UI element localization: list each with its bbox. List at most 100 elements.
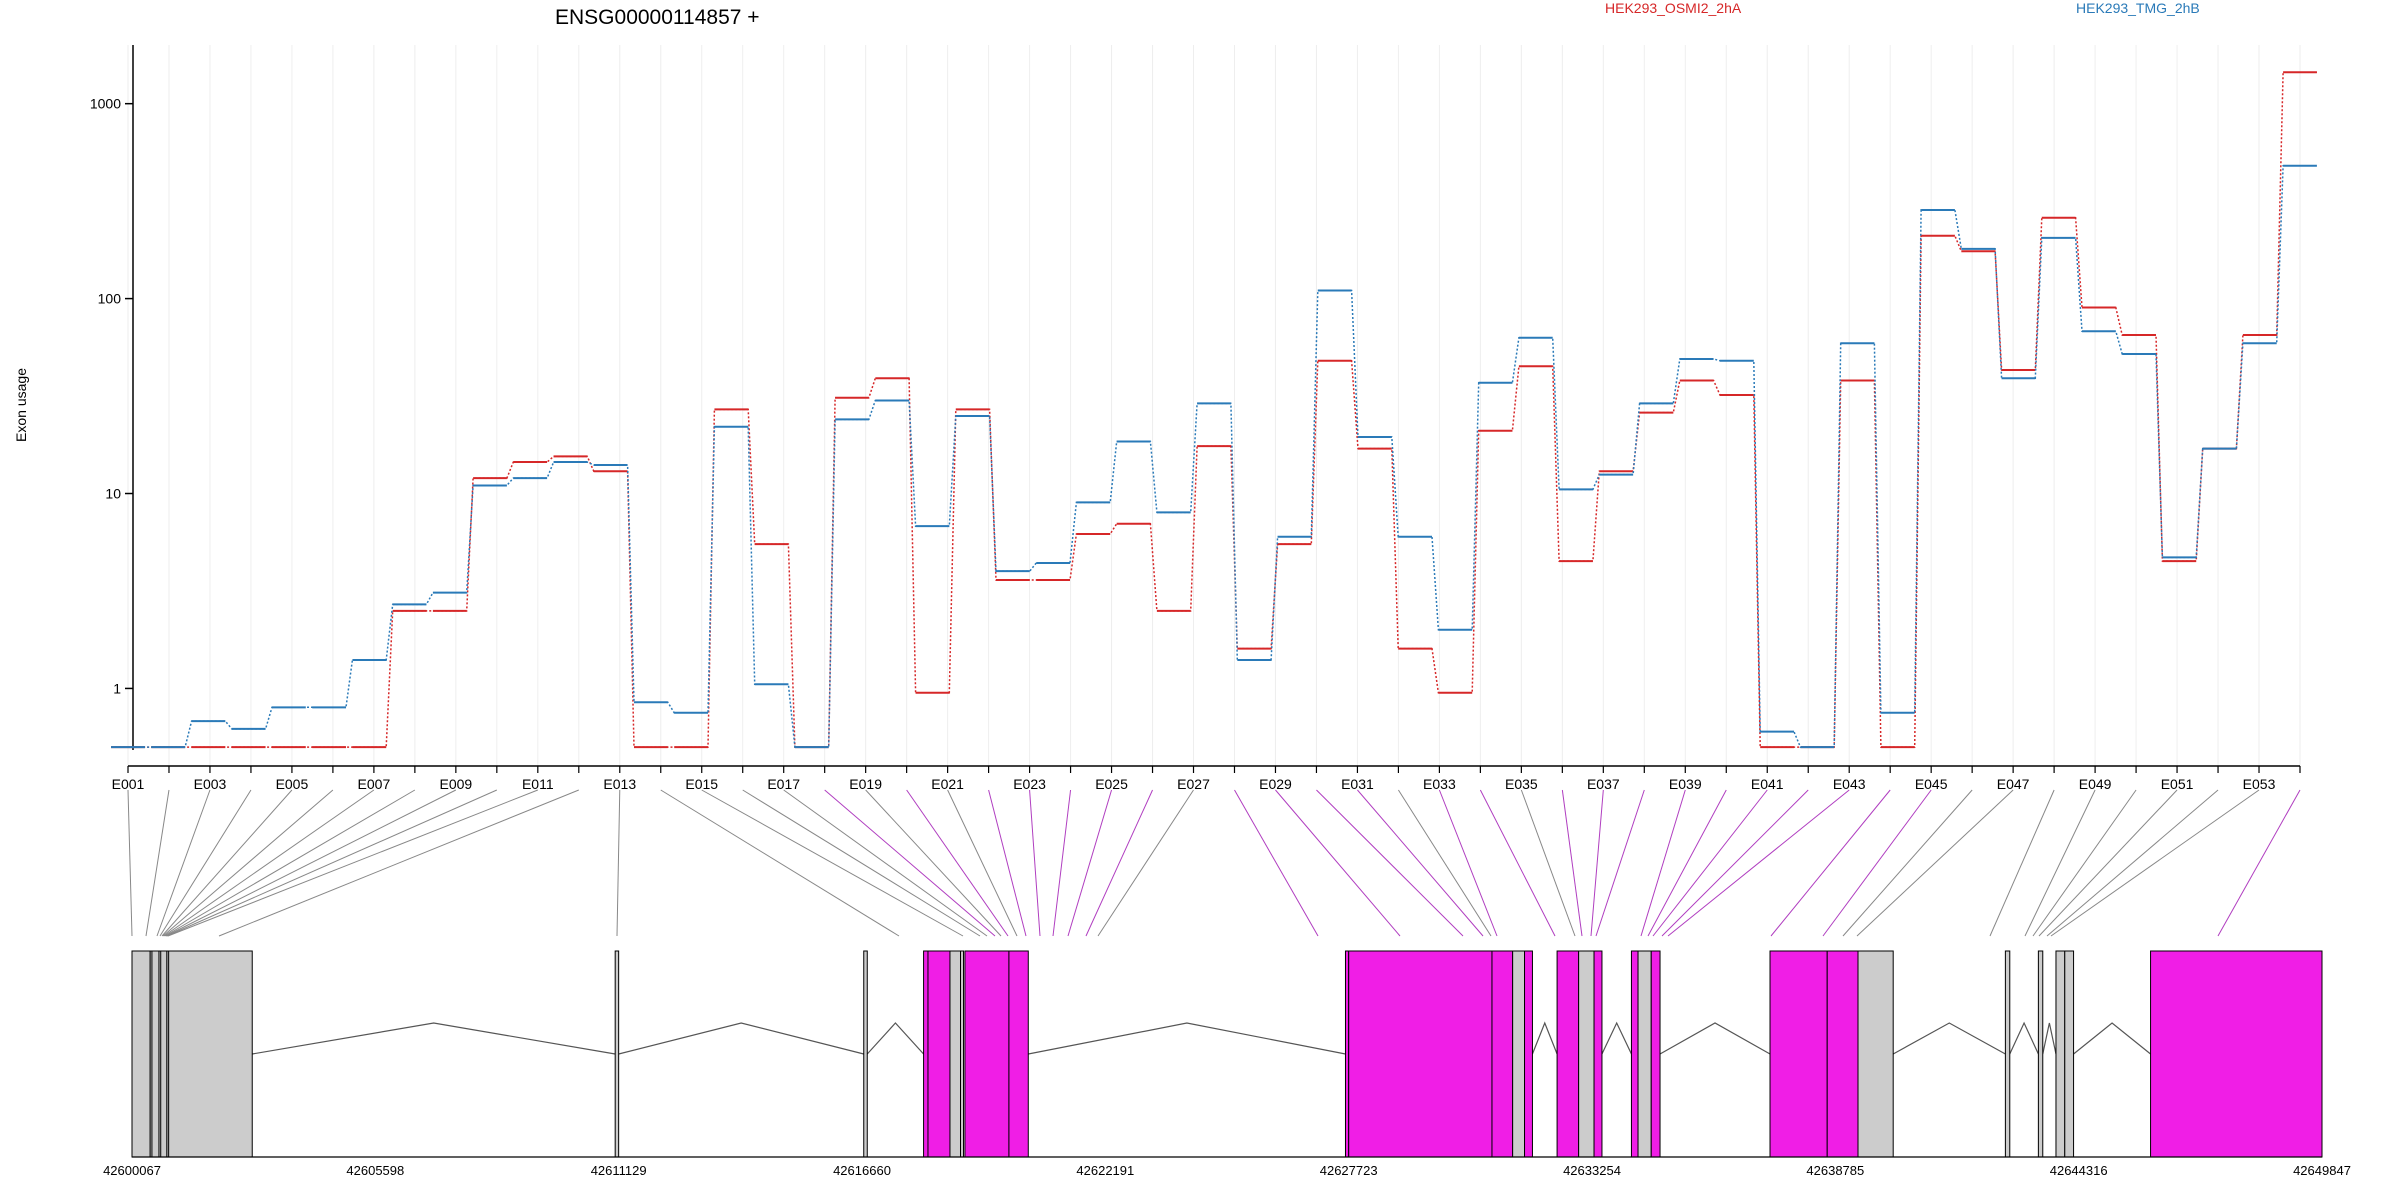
intron-line xyxy=(1659,1022,1771,1055)
intron-line xyxy=(618,1022,864,1055)
y-axis: 1 10 100 1000 xyxy=(90,45,134,750)
intron-line xyxy=(1028,1022,1346,1055)
coordinate-label: 42622191 xyxy=(1076,1163,1134,1178)
exon-block xyxy=(160,950,168,1158)
exon-block-significant xyxy=(2150,950,2323,1158)
exon-connector xyxy=(1067,789,1113,937)
exon-tick-label: E031 xyxy=(1341,776,1374,792)
intron-line xyxy=(1531,1021,1558,1055)
exon-connector xyxy=(1097,789,1194,937)
exon-connector xyxy=(701,789,964,937)
exon-connector xyxy=(2038,789,2178,937)
exon-block xyxy=(2064,950,2075,1158)
exon-block xyxy=(2037,950,2044,1158)
exon-tick-label: E025 xyxy=(1095,776,1128,792)
exon-connector xyxy=(1647,789,1727,937)
exon-tick-label: E047 xyxy=(1997,776,2030,792)
intron-line xyxy=(1892,1022,2006,1055)
exon-tick-label: E009 xyxy=(439,776,472,792)
exon-connector xyxy=(1397,789,1492,937)
y-axis-label: Exon usage xyxy=(13,368,29,442)
exon-connector xyxy=(1052,789,1072,937)
exon-block-significant xyxy=(1556,950,1580,1158)
coordinate-label: 42627723 xyxy=(1320,1163,1378,1178)
exon-block xyxy=(1512,950,1526,1158)
exon-block-significant xyxy=(1348,950,1493,1158)
exon-block-significant xyxy=(1769,950,1828,1158)
exon-tick-label: E013 xyxy=(603,776,636,792)
coordinate-label: 42611129 xyxy=(591,1163,647,1178)
exon-connector xyxy=(1234,789,1319,937)
exon-block-significant xyxy=(1524,950,1533,1158)
exon-connector xyxy=(1590,789,1604,937)
exon-connector xyxy=(2217,789,2301,937)
series-dotted-line xyxy=(111,165,2317,748)
exon-connector xyxy=(2032,789,2137,937)
exon-block xyxy=(949,950,962,1158)
exon-connector xyxy=(742,789,981,937)
exon-block xyxy=(1578,950,1595,1158)
exon-block xyxy=(168,950,253,1158)
exon-connector xyxy=(1275,789,1401,937)
exon-tick-label: E045 xyxy=(1915,776,1948,792)
exon-tick-label: E027 xyxy=(1177,776,1210,792)
legend: HEK293_OSMI2_2hA HEK293_TMG_2hB xyxy=(1605,0,2200,16)
exon-block-significant xyxy=(964,950,1010,1158)
exon-block xyxy=(2004,950,2011,1158)
exon-tick-label: E005 xyxy=(276,776,309,792)
exon-connector xyxy=(1595,789,1645,937)
exon-connector xyxy=(783,789,988,937)
exon-tick-label: E015 xyxy=(685,776,718,792)
coordinate-label: 42649847 xyxy=(2293,1163,2351,1178)
exon-connector xyxy=(218,789,579,937)
series-dotted-line xyxy=(111,71,2317,748)
exon-tick-label: E041 xyxy=(1751,776,1784,792)
exon-connector xyxy=(1770,789,1891,937)
exon-tick-label: E035 xyxy=(1505,776,1538,792)
exon-block-significant xyxy=(1593,950,1603,1158)
exon-block xyxy=(863,950,868,1158)
exon-tick-label: E033 xyxy=(1423,776,1456,792)
exon-connector xyxy=(1029,789,1041,937)
exon-connector xyxy=(947,789,1018,937)
y-tick-label: 1000 xyxy=(90,96,121,112)
exon-connector xyxy=(161,789,293,937)
exon-tick-label: E039 xyxy=(1669,776,1702,792)
exon-tick-label: E049 xyxy=(2079,776,2112,792)
series-lines xyxy=(111,71,2317,749)
exon-tick-label: E029 xyxy=(1259,776,1292,792)
exon-block-significant xyxy=(1008,950,1029,1158)
exon-connector xyxy=(1357,789,1484,937)
grid-lines xyxy=(127,45,2301,766)
exon-tick-label: E053 xyxy=(2243,776,2276,792)
exon-connector xyxy=(165,789,457,937)
legend-entry: HEK293_OSMI2_2hA xyxy=(1605,0,1742,16)
exon-connector xyxy=(167,789,538,937)
exon-connector xyxy=(1520,789,1576,937)
exon-block-significant xyxy=(1491,950,1514,1158)
intron-line xyxy=(866,1022,925,1055)
exon-connector xyxy=(988,789,1027,937)
coordinate-label: 42600067 xyxy=(103,1163,161,1178)
exon-axis: E001 E003 E005 E007 E009 E011 E013 E015 E017 E019… xyxy=(112,765,2301,792)
exon-tick-label: E003 xyxy=(194,776,227,792)
intron-line xyxy=(2073,1022,2151,1055)
exon-block xyxy=(2055,950,2066,1158)
exon-tick-label: E001 xyxy=(112,776,145,792)
exon-block-significant xyxy=(923,950,929,1158)
exon-connector xyxy=(156,789,211,937)
exon-connector xyxy=(145,789,170,937)
series-osmi2 xyxy=(111,71,2317,749)
exon-block xyxy=(151,950,160,1158)
exon-connector xyxy=(162,789,334,937)
exon-tick-label: E007 xyxy=(358,776,391,792)
exon-connector xyxy=(1661,789,1809,937)
y-tick-label: 10 xyxy=(105,486,121,502)
y-tick-label: 1 xyxy=(113,680,121,696)
exon-connector xyxy=(660,789,900,937)
exon-block-significant xyxy=(1826,950,1859,1158)
exon-connector xyxy=(1438,789,1498,937)
exon-connector xyxy=(1479,789,1556,937)
